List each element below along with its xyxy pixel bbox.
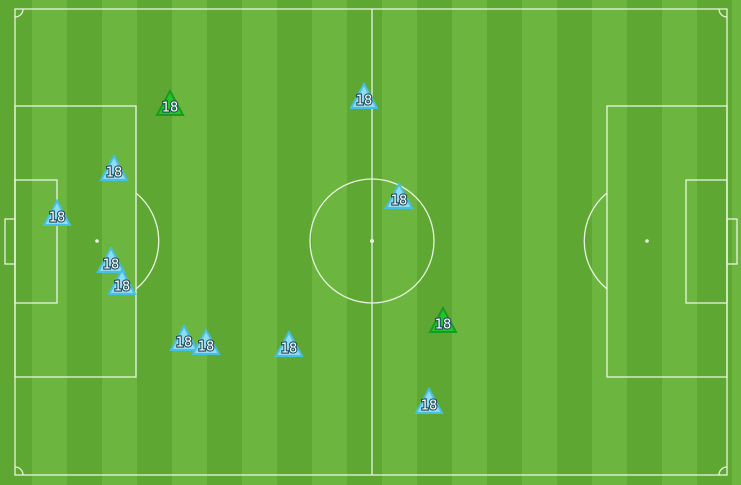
grass-stripe (662, 0, 697, 485)
marker-label: 18 (391, 194, 408, 209)
marker-label: 18 (114, 280, 131, 295)
grass-stripe (452, 0, 487, 485)
markers: 18 18 18 18 18 18 18 18 18 18 18 18 (42, 81, 458, 415)
marker-label: 18 (49, 211, 66, 226)
player-marker[interactable]: 18 (99, 153, 129, 182)
player-marker[interactable]: 18 (384, 181, 414, 210)
marker-label: 18 (198, 340, 215, 355)
player-marker[interactable]: 18 (414, 386, 444, 415)
grass-stripe (382, 0, 417, 485)
marker-label: 18 (103, 258, 120, 273)
marker-label: 18 (281, 342, 298, 357)
player-marker[interactable]: 18 (107, 267, 137, 296)
marker-shape (107, 267, 137, 295)
grass-stripe (522, 0, 557, 485)
marker-label: 18 (162, 101, 179, 116)
marker-shape (349, 81, 379, 109)
player-marker[interactable]: 18 (191, 327, 221, 356)
pitch-lines (4, 8, 738, 476)
marker-label: 18 (421, 399, 438, 414)
grass-stripe (172, 0, 207, 485)
marker-shape (169, 323, 199, 351)
player-marker[interactable]: 18 (155, 88, 185, 117)
player-marker[interactable]: 18 (96, 245, 126, 274)
player-marker[interactable]: 18 (42, 198, 72, 227)
marker-shape (99, 153, 129, 181)
marker-shape (274, 329, 304, 357)
marker-shape (42, 198, 72, 226)
grass-stripe (102, 0, 137, 485)
player-marker[interactable]: 18 (169, 323, 199, 352)
marker-shape (414, 386, 444, 414)
grass-stripe (312, 0, 347, 485)
marker-label: 18 (106, 166, 123, 181)
grass-stripe (32, 0, 67, 485)
marker-label: 18 (176, 336, 193, 351)
player-marker[interactable]: 18 (428, 305, 458, 334)
marker-label: 18 (435, 318, 452, 333)
grass-stripe (592, 0, 627, 485)
grass-stripe (242, 0, 277, 485)
marker-shape (428, 305, 458, 333)
marker-shape (191, 327, 221, 355)
marker-shape (96, 245, 126, 273)
marker-shape (155, 88, 185, 116)
player-marker[interactable]: 18 (349, 81, 379, 110)
marker-shape (384, 181, 414, 209)
marker-label: 18 (356, 94, 373, 109)
player-marker[interactable]: 18 (274, 329, 304, 358)
